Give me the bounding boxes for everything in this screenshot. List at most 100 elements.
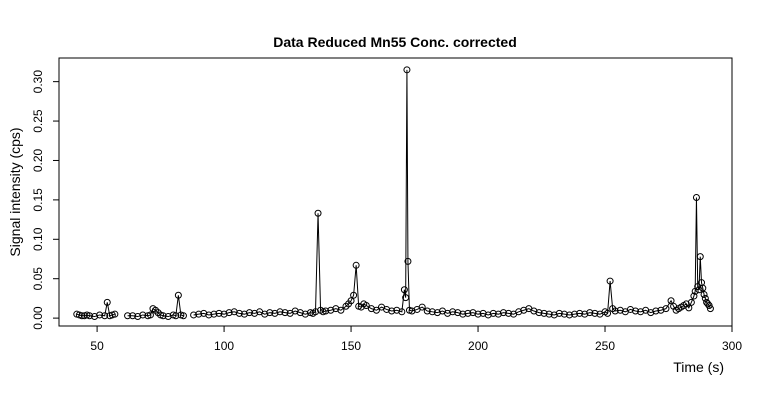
- data-point: [393, 306, 401, 314]
- plot-frame: [58, 57, 733, 327]
- data-point: [418, 303, 426, 311]
- data-point: [408, 307, 416, 315]
- data-point: [706, 305, 714, 313]
- data-point: [454, 309, 462, 317]
- data-point: [433, 309, 441, 317]
- data-point: [205, 311, 213, 319]
- data-point: [695, 286, 703, 294]
- data-point: [515, 308, 523, 316]
- data-point: [347, 297, 355, 305]
- data-point: [637, 308, 645, 316]
- data-point: [296, 309, 304, 317]
- data-point: [179, 312, 187, 320]
- data-point: [699, 284, 707, 292]
- data-point: [494, 310, 502, 318]
- x-axis: 50 100 150 200 250 300: [90, 326, 742, 353]
- data-point: [560, 310, 568, 318]
- data-point: [134, 313, 142, 321]
- data-point: [705, 302, 713, 310]
- y-tick-label: 0.20: [31, 148, 45, 172]
- data-point: [402, 294, 410, 302]
- series-line-segment: [193, 69, 711, 316]
- chart-title: Data Reduced Mn55 Conc. corrected: [273, 34, 517, 50]
- data-point: [535, 309, 543, 317]
- y-axis-label: Signal intensity (cps): [7, 127, 23, 256]
- x-tick-label: 100: [214, 339, 234, 353]
- data-point: [111, 310, 119, 318]
- data-point: [499, 309, 507, 317]
- data-point: [271, 309, 279, 317]
- data-point: [78, 312, 86, 320]
- data-point: [657, 306, 665, 314]
- data-point: [101, 312, 109, 320]
- data-point: [604, 309, 612, 317]
- data-point: [586, 309, 594, 317]
- data-point: [200, 309, 208, 317]
- data-point: [690, 292, 698, 300]
- data-point: [540, 309, 548, 317]
- data-point: [215, 309, 223, 317]
- data-point: [398, 308, 406, 316]
- data-point: [164, 313, 172, 321]
- data-point: [444, 309, 452, 317]
- data-point: [694, 283, 702, 291]
- x-tick-label: 250: [595, 339, 615, 353]
- data-point: [103, 298, 111, 306]
- data-point: [225, 309, 233, 317]
- data-point: [159, 312, 167, 320]
- data-point: [210, 310, 218, 318]
- data-point: [327, 306, 335, 314]
- y-tick-label: 0.30: [31, 70, 45, 94]
- data-point: [647, 309, 655, 317]
- data-point: [469, 309, 477, 317]
- x-tick-label: 150: [341, 339, 361, 353]
- data-point: [662, 305, 670, 313]
- data-point: [372, 306, 380, 314]
- y-tick-label: 0.00: [31, 306, 45, 330]
- data-point: [261, 310, 269, 318]
- x-tick-label: 50: [90, 339, 104, 353]
- x-tick-label: 300: [722, 339, 742, 353]
- data-point: [124, 312, 132, 320]
- data-point: [404, 257, 412, 265]
- data-point: [692, 194, 700, 202]
- data-point: [91, 313, 99, 321]
- data-point: [520, 306, 528, 314]
- data-point: [235, 309, 243, 317]
- data-point: [489, 309, 497, 317]
- data-point: [400, 286, 408, 294]
- data-point: [591, 309, 599, 317]
- y-tick-label: 0.25: [31, 109, 45, 133]
- data-point: [96, 311, 104, 319]
- data-point: [576, 309, 584, 317]
- data-point: [362, 302, 370, 310]
- data-point: [245, 309, 253, 317]
- data-point: [230, 308, 238, 316]
- data-point: [550, 311, 558, 319]
- data-point: [479, 309, 487, 317]
- data-point: [428, 308, 436, 316]
- x-axis-label: Time (s): [673, 359, 724, 375]
- data-point: [251, 309, 259, 317]
- data-point: [352, 261, 360, 269]
- data-point: [571, 310, 579, 318]
- x-tick-label: 200: [468, 339, 488, 353]
- data-point: [555, 309, 563, 317]
- data-point: [652, 307, 660, 315]
- data-point: [291, 307, 299, 315]
- data-point: [281, 309, 289, 317]
- data-point: [545, 310, 553, 318]
- data-point: [611, 307, 619, 315]
- data-point: [626, 305, 634, 313]
- y-tick-label: 0.15: [31, 188, 45, 212]
- data-point: [565, 311, 573, 319]
- series-mn55: [73, 66, 714, 321]
- data-point: [195, 310, 203, 318]
- data-point: [190, 311, 198, 319]
- data-point: [449, 308, 457, 316]
- data-point: [484, 311, 492, 319]
- data-point: [696, 253, 704, 261]
- data-point: [505, 309, 513, 317]
- data-point: [85, 312, 93, 320]
